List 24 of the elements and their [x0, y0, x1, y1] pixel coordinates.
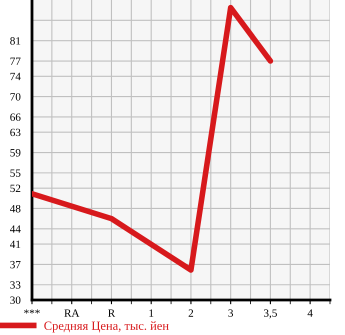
y-tick-label: 52 — [10, 184, 20, 192]
y-tick-label: 81 — [10, 37, 20, 45]
y-tick-label: 63 — [10, 128, 20, 136]
y-tick-label: 70 — [10, 93, 20, 101]
y-tick-label: 30 — [10, 296, 20, 304]
y-tick-label: 66 — [10, 113, 21, 121]
y-tick-label: 77 — [10, 58, 21, 65]
legend-label: Средняя Цена, тыс. йен — [44, 321, 169, 332]
x-tick-label: 1 — [149, 309, 154, 317]
y-tick-label: 44 — [10, 225, 21, 233]
y-tick-label: 74 — [10, 72, 21, 80]
y-tick-label: 33 — [10, 281, 20, 289]
y-tick-label: 55 — [10, 169, 20, 177]
y-tick-label: 41 — [10, 240, 20, 248]
x-tick-label: 3 — [228, 309, 234, 317]
x-tick-label: 2 — [188, 309, 194, 317]
y-tick-label: 59 — [10, 149, 20, 157]
x-tick-label: 3,5 — [264, 309, 277, 318]
x-tick-label: R — [108, 309, 116, 317]
x-tick-label: *** — [24, 309, 40, 314]
y-tick-label: 37 — [10, 260, 21, 268]
x-tick-label: RA — [64, 309, 80, 317]
x-tick-label: 4 — [308, 309, 313, 317]
y-tick-label: 48 — [10, 204, 20, 212]
